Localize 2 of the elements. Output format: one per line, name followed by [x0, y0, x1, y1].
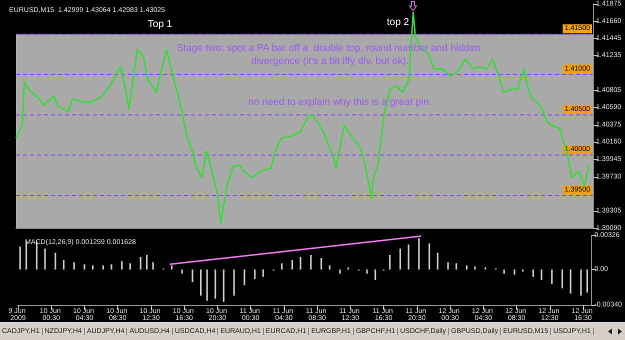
annotation: top 2 — [386, 17, 410, 28]
annotation: Top 1 — [148, 19, 173, 30]
